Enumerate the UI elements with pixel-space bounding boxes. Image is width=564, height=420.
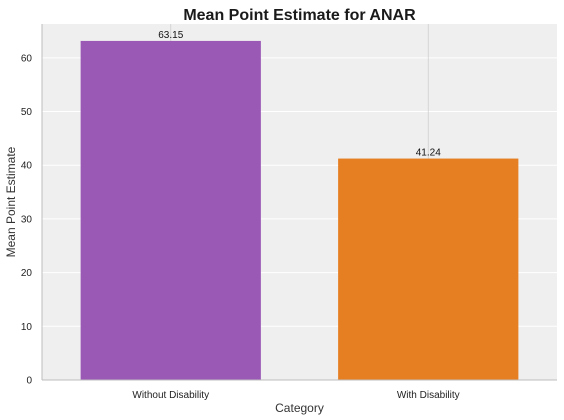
- y-tick-label-6: 60: [21, 53, 33, 64]
- y-tick-label-0: 0: [26, 376, 32, 387]
- y-axis-label: Mean Point Estimate: [4, 146, 18, 257]
- data-labels: 63.15 41.24: [158, 30, 441, 159]
- y-tick-label-5: 50: [21, 107, 33, 118]
- bar-with-disability: [338, 158, 519, 380]
- y-tick-label-2: 20: [21, 268, 33, 279]
- x-ticks: Without Disability With Disability: [132, 390, 459, 401]
- data-label-1: 41.24: [416, 148, 441, 159]
- y-tick-label-4: 40: [21, 161, 33, 172]
- y-ticks: 0 10 20 30 40 50 60: [21, 53, 33, 386]
- x-tick-label-0: Without Disability: [132, 390, 209, 401]
- data-label-0: 63.15: [158, 30, 183, 41]
- axes: [41, 24, 557, 381]
- bar-without-disability: [80, 40, 261, 380]
- y-tick-label-3: 30: [21, 214, 33, 225]
- y-tick-label-1: 10: [21, 322, 33, 333]
- bars: [80, 40, 519, 380]
- chart-title: Mean Point Estimate for ANAR: [183, 7, 416, 24]
- x-axis-label: Category: [275, 401, 324, 415]
- x-tick-label-1: With Disability: [397, 390, 460, 401]
